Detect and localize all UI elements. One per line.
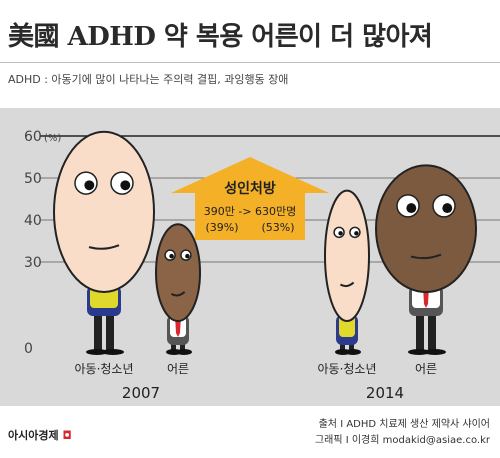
page-title: 美國 ADHD 약 복용 어른이 더 많아져: [8, 22, 433, 52]
bar-2007-adult: [155, 223, 201, 355]
bar-head: [324, 189, 370, 322]
subtitle: ADHD : 아동기에 많이 나타나는 주의력 결핍, 과잉행동 장애: [8, 73, 289, 86]
title-divider: [0, 62, 500, 63]
y-tick-label: 30: [24, 255, 42, 271]
category-label: 어른: [415, 362, 437, 376]
y-tick-label: 40: [24, 213, 42, 229]
bar-head: [375, 164, 477, 293]
annotation-share-after: (53%): [261, 221, 294, 234]
category-label: 아동·청소년: [74, 362, 133, 376]
bar-2014-child: [324, 189, 370, 355]
bar-head: [155, 223, 201, 323]
year-label: 2007: [122, 384, 160, 402]
annotation-share-before: (39%): [205, 221, 238, 234]
bar-2014-adult: [375, 164, 477, 355]
annotation-change: 390만 -> 630만명: [204, 205, 297, 218]
graphic-credit: 그래픽 I 이경희 modakid@asiae.co.kr: [314, 435, 490, 446]
bar-2007-child: [53, 130, 155, 355]
category-label: 아동·청소년: [317, 362, 376, 376]
y-tick-label: 0: [24, 341, 33, 357]
y-unit-label: (%): [44, 133, 61, 144]
annotation-title: 성인처방: [224, 180, 276, 197]
category-label: 어른: [167, 362, 189, 376]
brand-logo: 아시아경제 ◘: [8, 429, 72, 442]
bar-head: [53, 130, 155, 293]
annotation-arrow: [171, 157, 329, 240]
source-note: 출처 I ADHD 치료제 생산 제약사 샤이어: [318, 419, 490, 430]
y-tick-label: 60: [24, 129, 42, 145]
y-tick-label: 50: [24, 171, 42, 187]
year-label: 2014: [366, 384, 404, 402]
